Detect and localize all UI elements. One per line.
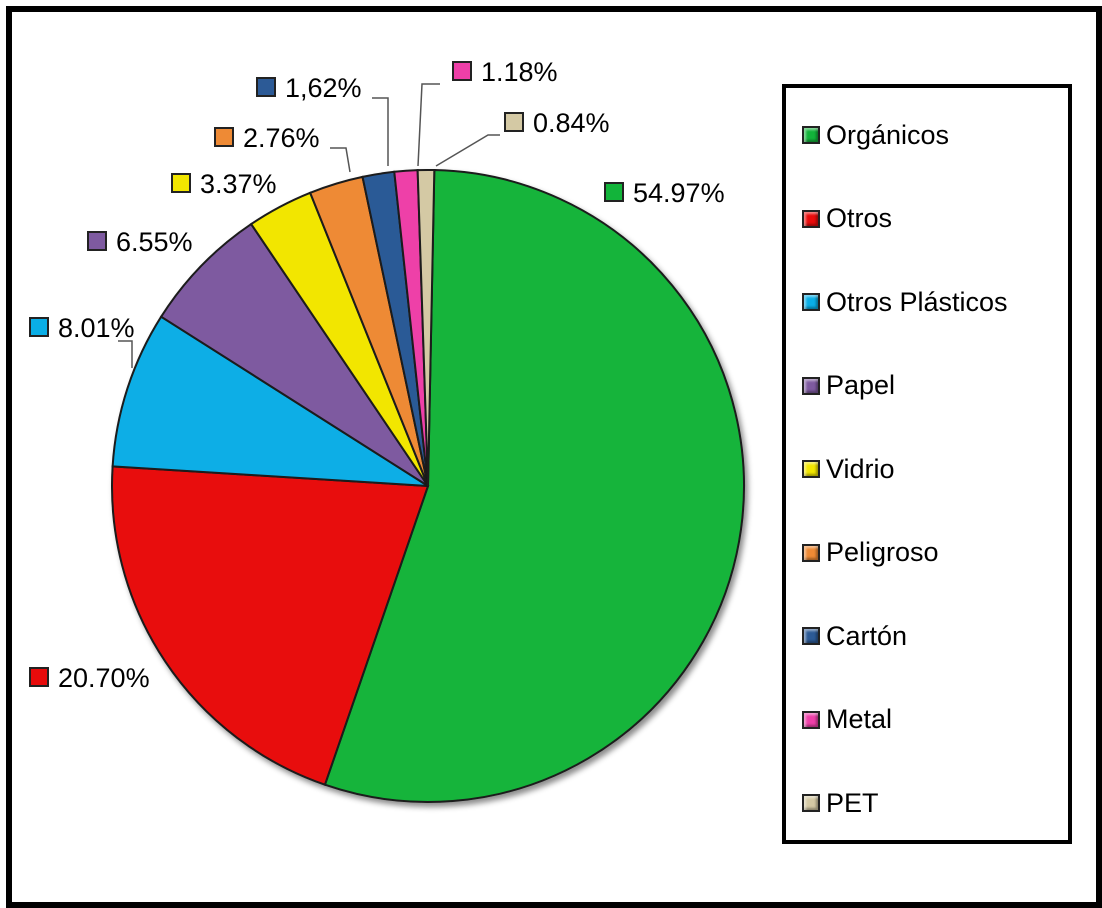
legend-item-organicos: Orgánicos (802, 118, 949, 152)
legend-swatch (802, 209, 820, 228)
data-label-vidrio: 3.37% (171, 169, 277, 199)
legend: Orgánicos Otros Otros Plásticos Papel Vidrio… (782, 84, 1072, 844)
data-label-text: 1.18% (481, 57, 558, 87)
legend-swatch (802, 627, 820, 645)
slice-pet (416, 169, 436, 487)
data-label-text: 1,62% (285, 73, 362, 103)
legend-swatch (802, 543, 820, 562)
data-label-text: 0.84% (533, 108, 610, 138)
data-label-swatch (256, 77, 276, 97)
data-label-text: 54.97% (633, 178, 725, 208)
legend-swatch (802, 460, 820, 478)
data-label-metal: 1.18% (452, 57, 558, 87)
legend-item-carton: Cartón (802, 619, 907, 653)
leader-line-carton (372, 97, 389, 166)
legend-swatch (802, 293, 820, 311)
data-label-carton: 1,62% (256, 73, 362, 103)
legend-item-vidrio: Vidrio (802, 452, 895, 486)
legend-swatch (802, 376, 820, 395)
data-label-swatch (604, 182, 624, 202)
data-label-swatch (214, 127, 234, 147)
slice-otros (111, 465, 430, 786)
legend-label: Vidrio (826, 453, 895, 484)
legend-label: Metal (826, 704, 893, 734)
data-label-text: 20.70% (58, 663, 150, 693)
data-label-pet: 0.84% (504, 108, 610, 138)
legend-label: PET (826, 787, 879, 818)
leader-line-otros-plasticos (118, 340, 133, 368)
data-label-swatch (171, 173, 191, 193)
legend-label: Orgánicos (826, 119, 950, 150)
data-label-text: 3.37% (200, 169, 277, 199)
slice-otros-plasticos (111, 315, 429, 487)
leader-line-pet (435, 134, 500, 167)
data-label-swatch (29, 317, 49, 337)
legend-item-otros-plasticos: Otros Plásticos (802, 285, 1008, 319)
leader-line-metal (417, 83, 440, 167)
data-label-swatch (87, 231, 107, 251)
slice-papel (159, 222, 429, 487)
legend-label: Otros (826, 203, 893, 233)
leader-line-peligroso (330, 147, 351, 173)
legend-label: Peligroso (826, 537, 939, 567)
legend-label: Cartón (826, 620, 908, 651)
legend-item-otros: Otros (802, 202, 892, 236)
data-label-papel: 6.55% (87, 227, 193, 257)
leader-lines (118, 83, 500, 368)
data-labels: 54.97% 20.70% 8.01% 6.55%3.37% 2.76% 1,62% 1.1… (29, 57, 725, 693)
data-label-swatch (452, 61, 472, 81)
data-label-swatch (29, 667, 49, 687)
legend-item-pet: PET (802, 786, 879, 820)
legend-swatch (802, 710, 820, 729)
legend-swatch (802, 794, 820, 812)
slice-organicos (323, 169, 745, 803)
data-label-organicos: 54.97% (604, 178, 725, 208)
data-label-text: 2.76% (243, 123, 320, 153)
data-label-otros-plasticos: 8.01% (29, 313, 135, 343)
legend-item-peligroso: Peligroso (802, 536, 939, 570)
legend-item-metal: Metal (802, 703, 892, 737)
pie-slices (111, 169, 745, 803)
legend-swatch (802, 126, 820, 144)
data-label-text: 6.55% (116, 227, 193, 257)
data-label-swatch (504, 112, 524, 132)
data-label-text: 8.01% (58, 313, 135, 343)
data-label-peligroso: 2.76% (214, 123, 320, 153)
legend-label: Otros Plásticos (826, 286, 1008, 317)
legend-label: Papel (826, 370, 896, 400)
legend-item-papel: Papel (802, 369, 895, 403)
data-label-otros: 20.70% (29, 663, 150, 693)
